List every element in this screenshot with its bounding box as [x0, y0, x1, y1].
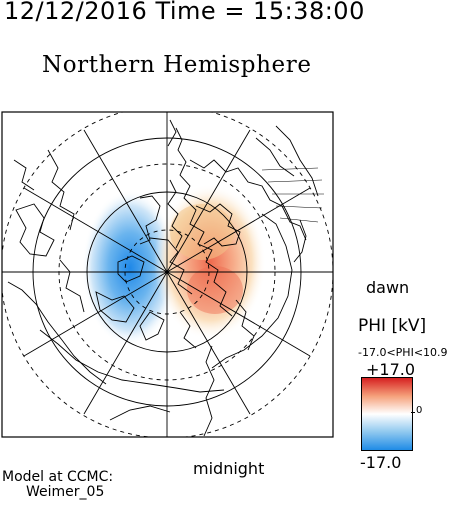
colorbar [361, 377, 413, 451]
model-name-label: Weimer_05 [26, 484, 105, 500]
colorbar-range-note: -17.0<PHI<10.9 [358, 346, 448, 359]
colorbar-title: PHI [kV] [358, 316, 427, 336]
plot-title: Northern Hemisphere [42, 52, 312, 78]
midnight-label: midnight [193, 459, 265, 478]
model-source-label: Model at CCMC: [2, 469, 114, 485]
dawn-label: dawn [366, 278, 410, 297]
meridian-lines [2, 112, 333, 437]
colorbar-min-label: -17.0 [360, 453, 402, 472]
coastlines [7, 119, 319, 437]
negative-potential-cell [82, 190, 178, 346]
colorbar-zero-tick [411, 412, 415, 413]
map-gridlines [261, 167, 324, 223]
colorbar-zero-label: 0 [416, 405, 423, 416]
colorbar-max-label: +17.0 [366, 360, 416, 379]
timestamp: 12/12/2016 Time = 15:38:00 [4, 0, 365, 25]
map-frame [1, 111, 334, 438]
polar-map [1, 111, 334, 438]
